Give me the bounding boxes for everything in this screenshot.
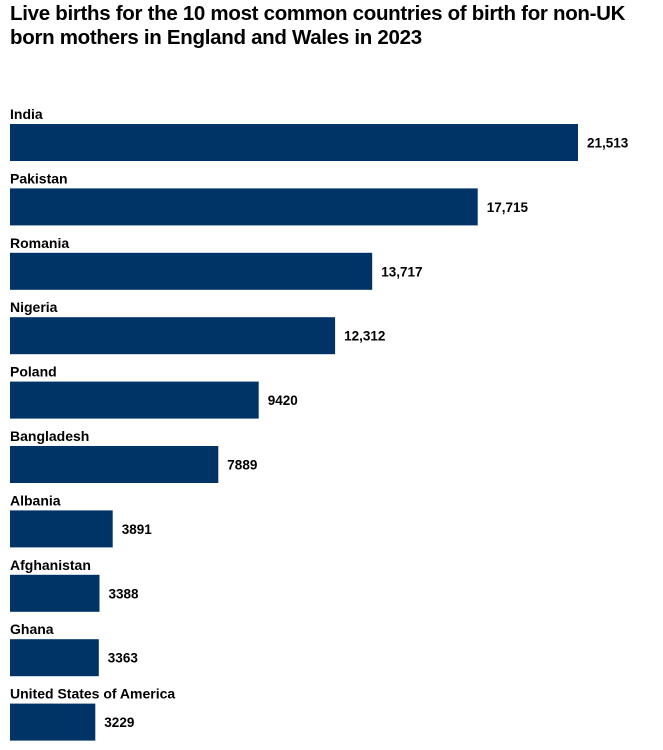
category-label: Afghanistan <box>10 557 91 573</box>
value-label: 13,717 <box>381 264 422 279</box>
bar <box>10 639 99 677</box>
value-label: 12,312 <box>344 329 385 344</box>
value-label: 21,513 <box>587 136 629 151</box>
category-label: India <box>10 106 43 122</box>
bar <box>10 124 578 161</box>
bar <box>10 381 259 419</box>
value-label: 3363 <box>108 651 139 666</box>
category-label: Poland <box>10 364 57 380</box>
bar <box>10 252 373 290</box>
category-label: Pakistan <box>10 170 68 186</box>
bar <box>10 510 113 548</box>
category-label: United States of America <box>10 686 175 702</box>
category-label: Nigeria <box>10 299 58 315</box>
category-label: Romania <box>10 235 69 251</box>
value-label: 9420 <box>268 393 298 408</box>
value-label: 3229 <box>104 715 134 730</box>
category-label: Albania <box>10 492 61 508</box>
value-label: 7889 <box>227 458 257 473</box>
value-label: 3891 <box>122 522 153 537</box>
bar <box>10 446 219 483</box>
value-label: 3388 <box>109 586 140 601</box>
bar <box>10 317 336 355</box>
category-label: Bangladesh <box>10 428 89 444</box>
chart-title: Live births for the 10 most common count… <box>10 2 626 49</box>
category-label: Ghana <box>10 621 54 637</box>
bar <box>10 574 100 612</box>
bar <box>10 188 478 226</box>
value-label: 17,715 <box>487 200 529 215</box>
bar <box>10 703 96 741</box>
